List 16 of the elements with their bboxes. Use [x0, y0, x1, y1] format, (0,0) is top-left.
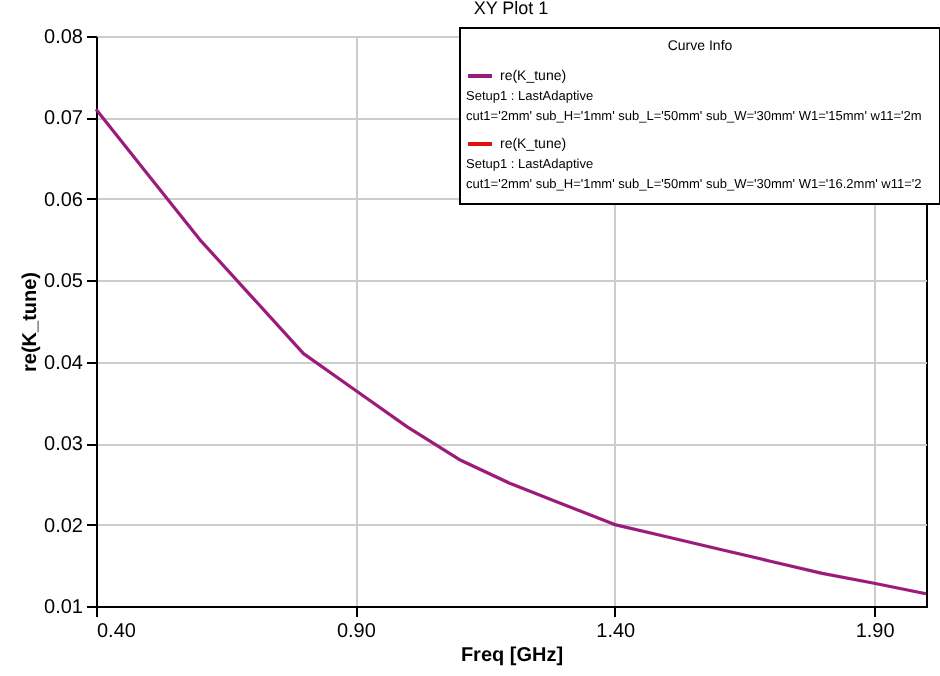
- y-axis-title: re(K_tune): [20, 271, 43, 373]
- x-tick-label: 0.90: [336, 621, 377, 643]
- y-tick-label: 0.07: [44, 108, 84, 131]
- chart-title: XY Plot 1: [473, 0, 549, 18]
- y-tick-label: 0.02: [44, 515, 84, 538]
- x-tick-label: 1.90: [855, 621, 896, 643]
- y-tick-label: 0.06: [44, 189, 84, 212]
- line-series: [94, 107, 928, 596]
- x-axis-title: Freq [GHz]: [460, 645, 564, 667]
- y-tick-label: 0.03: [44, 434, 84, 457]
- x-tick-label: 1.40: [596, 621, 637, 643]
- y-tick-label: 0.01: [44, 597, 84, 619]
- y-tick-label: 0.08: [44, 27, 84, 49]
- y-tick-label: 0.04: [44, 352, 84, 375]
- y-tick-label: 0.05: [44, 271, 84, 294]
- x-tick-label: 0.40: [97, 621, 137, 643]
